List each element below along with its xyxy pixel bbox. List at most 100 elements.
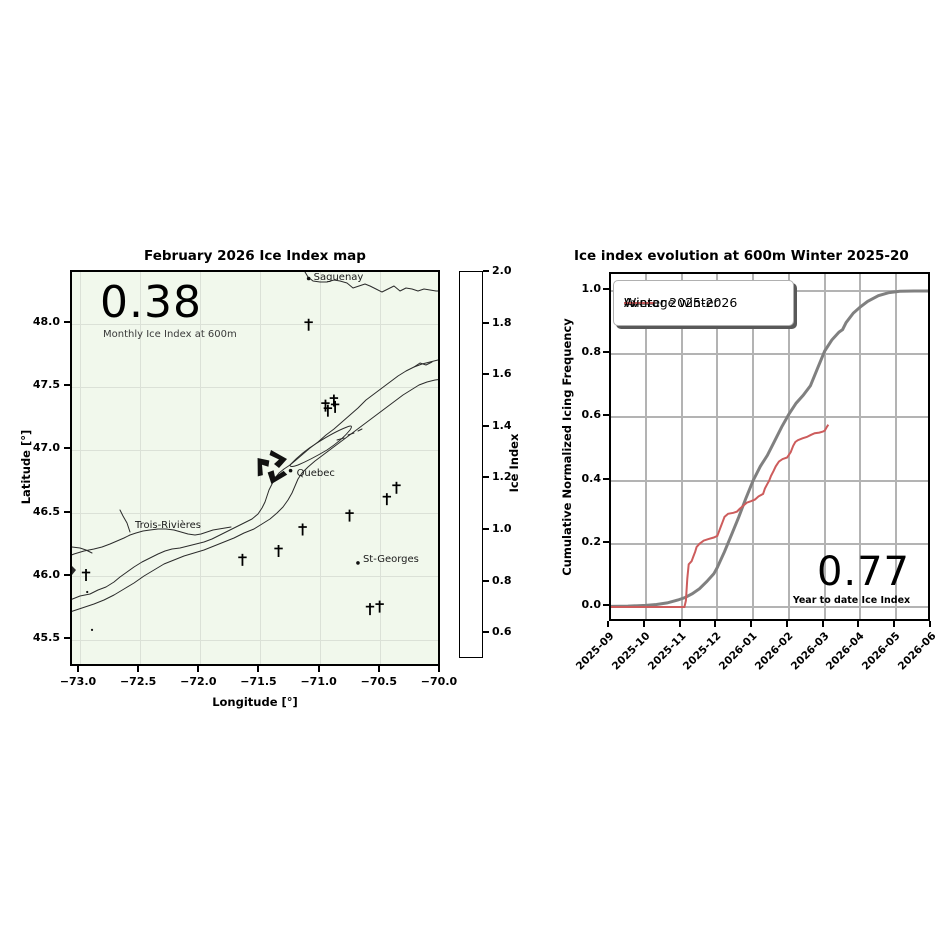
map-x-tickmark	[77, 666, 79, 672]
map-x-tickmark	[197, 666, 200, 672]
tidal-flat-dash-2	[347, 432, 355, 436]
evolution-grid-v	[859, 274, 862, 619]
colorbar-tickmark	[483, 528, 489, 530]
map-grid-h	[72, 513, 438, 515]
map-coastlines	[72, 272, 438, 631]
tidal-flat-dash-1	[336, 437, 345, 441]
evolution-grid-v	[895, 274, 898, 619]
wind-turbine-icon	[375, 600, 384, 613]
map-ylabel: Latitude [°]	[19, 429, 33, 505]
evolution-x-tickmark	[607, 621, 609, 627]
colorbar-tickmark	[483, 476, 489, 479]
map-x-ticklabel: −72.0	[180, 675, 217, 688]
city-label-saguenay: Saguenay	[313, 272, 364, 284]
ytd-ice-index-caption: Year to date Ice Index	[792, 595, 911, 606]
shore-squiggle	[72, 546, 93, 554]
legend-item-label: Average winter	[624, 295, 719, 310]
city-label-st-georges: St-Georges	[362, 553, 419, 565]
map-x-ticklabel: −71.5	[240, 675, 277, 688]
monthly-ice-index-caption: Monthly Ice Index at 600m	[103, 329, 237, 340]
series-line-average-winter	[611, 289, 928, 608]
colorbar-ticklabel: 2.0	[492, 264, 512, 277]
wind-turbine-icon	[382, 493, 392, 506]
company-logo-icon	[257, 450, 288, 484]
evolution-y-tickmark	[603, 414, 609, 417]
evolution-y-tickmark	[603, 351, 609, 354]
wind-turbine-icon	[345, 509, 354, 522]
wind-turbine-icon	[330, 400, 340, 413]
evolution-x-ticklabel: 2025-09	[573, 630, 617, 673]
legend-line-sample	[624, 302, 655, 304]
map-grid-v	[380, 272, 382, 664]
evolution-series	[611, 289, 928, 608]
evolution-grid-v	[680, 274, 683, 619]
colorbar-tickmark	[483, 579, 489, 582]
wind-turbine-icon	[365, 603, 375, 616]
map-speck	[90, 628, 94, 631]
evolution-y-ticklabel: 0.0	[581, 598, 602, 611]
city-label-trois-rivières: Trois-Rivières	[134, 520, 202, 532]
colorbar-ticklabel: 1.4	[492, 418, 512, 432]
evolution-grid-v	[644, 274, 647, 619]
colorbar-tickmark	[483, 373, 489, 376]
evolution-title: Ice index evolution at 600m Winter 2025-…	[574, 248, 909, 264]
ile-d-orleans	[289, 425, 352, 467]
evolution-grid-h	[611, 606, 928, 608]
map-xlabel: Longitude [°]	[212, 695, 298, 709]
city-dots	[86, 276, 360, 631]
evolution-x-tickmark	[714, 621, 717, 627]
colorbar-ticklabel: 1.6	[492, 367, 512, 381]
map-x-tickmark	[437, 666, 440, 672]
map-grid-h	[72, 576, 438, 578]
map-y-tickmark	[64, 637, 70, 639]
evolution-grid-v	[752, 274, 755, 619]
map-x-tickmark	[137, 666, 140, 672]
evolution-y-tickmark	[603, 288, 609, 290]
evolution-grid-v	[823, 274, 826, 619]
map-y-tickmark	[64, 510, 70, 513]
tidal-flat-dash-3	[357, 428, 363, 432]
map-x-ticklabel: −70.0	[420, 675, 458, 688]
south-shore-coastline	[72, 379, 438, 612]
map-y-tickmark	[64, 573, 70, 576]
evolution-x-tickmark	[857, 621, 860, 627]
evolution-y-tickmark	[603, 604, 609, 606]
colorbar-ticklabel: 1.0	[492, 522, 512, 535]
wind-turbine-icon	[81, 569, 91, 582]
city-dot	[288, 468, 293, 473]
evolution-grid-h	[611, 542, 928, 545]
wind-turbine-icon	[304, 318, 313, 331]
evolution-y-tickmark	[603, 477, 609, 480]
evolution-legend: Average winter Winter 2025-2026	[613, 280, 794, 326]
colorbar-tickmark	[483, 321, 489, 324]
map-x-ticklabel: −71.0	[300, 675, 337, 688]
map-grid-h	[72, 323, 438, 325]
map-grid-h	[72, 449, 438, 451]
evolution-y-ticklabel: 0.6	[581, 408, 602, 422]
wind-turbine-icon	[274, 544, 283, 557]
evolution-plot-area: 0.77 Year to date Ice Index	[609, 272, 930, 621]
map-title: February 2026 Ice Index map	[144, 248, 366, 264]
map-y-ticklabel: 46.5	[32, 504, 60, 518]
evolution-y-ticklabel: 1.0	[581, 282, 602, 295]
map-y-ticklabel: 45.5	[32, 631, 60, 644]
st-maurice-river	[119, 509, 131, 533]
turbine-markers	[81, 318, 401, 616]
map-x-tickmark	[257, 666, 260, 672]
evolution-x-tickmark	[893, 621, 896, 627]
map-grid-h	[72, 386, 438, 388]
map-y-tickmark	[64, 321, 70, 323]
evolution-x-tickmark	[750, 621, 753, 627]
shoreline-blob	[72, 566, 76, 575]
map-x-tickmark	[317, 666, 320, 672]
wind-turbine-icon	[392, 481, 401, 494]
evolution-x-tickmark	[678, 621, 681, 627]
ytd-ice-index-value: 0.77	[816, 549, 910, 595]
evolution-y-ticklabel: 0.4	[581, 471, 602, 485]
colorbar-ticklabel: 1.2	[492, 470, 512, 484]
evolution-y-ticklabel: 0.8	[581, 345, 602, 359]
map-y-tickmark	[64, 447, 70, 450]
map-grid-h	[72, 639, 438, 641]
map-plot-area: Saguenay Quebec Trois-Rivières St-Georges 0…	[70, 270, 440, 666]
